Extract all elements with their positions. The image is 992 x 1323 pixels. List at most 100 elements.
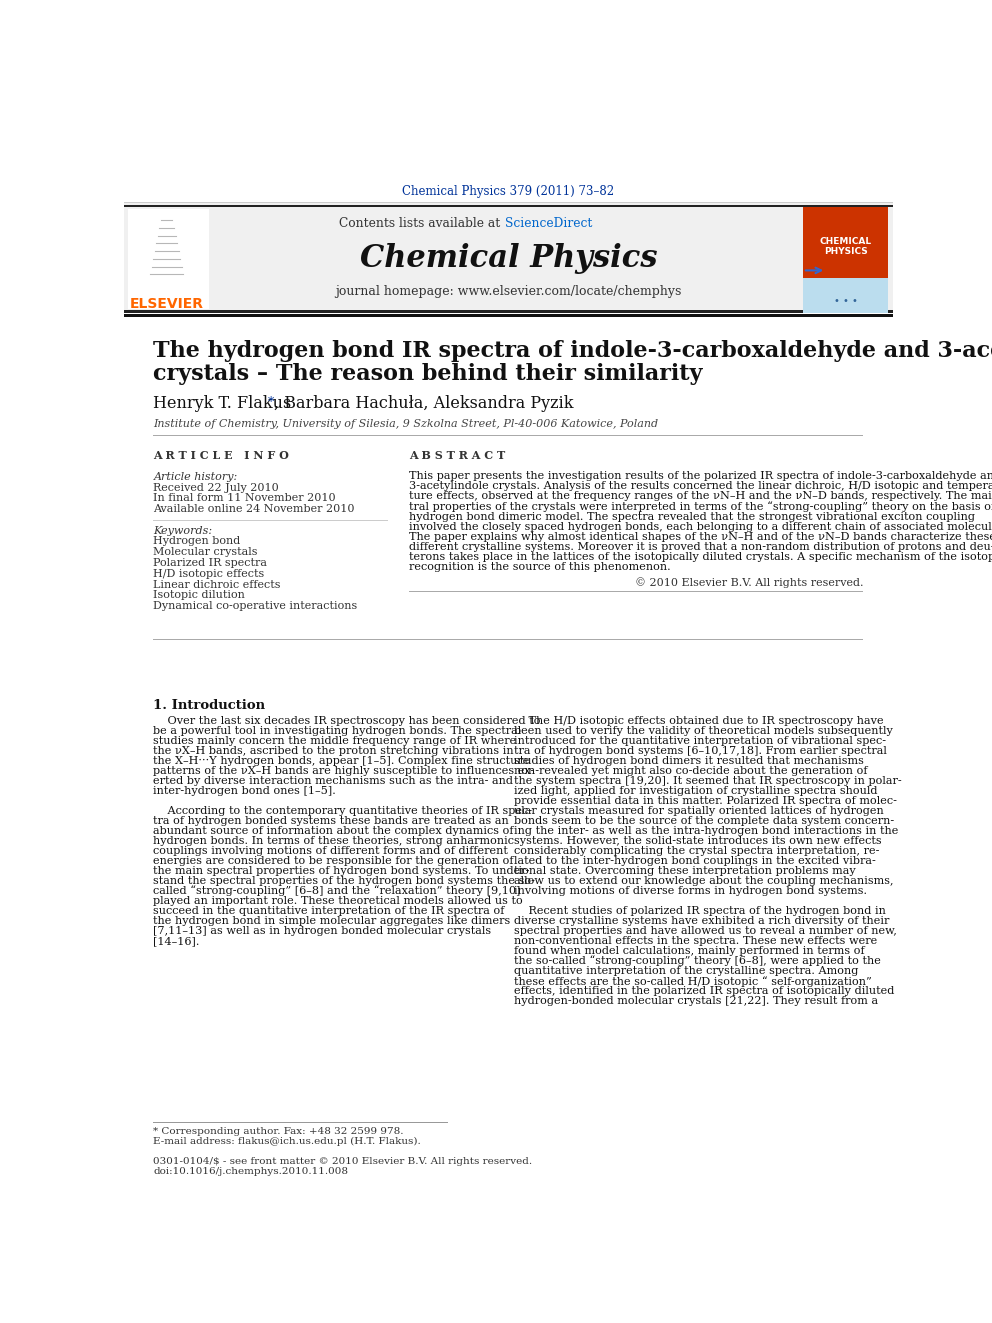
Text: provide essential data in this matter. Polarized IR spectra of molec-: provide essential data in this matter. P… bbox=[514, 796, 897, 806]
Text: stand the spectral properties of the hydrogen bond systems the so-: stand the spectral properties of the hyd… bbox=[154, 876, 536, 886]
Text: involving motions of diverse forms in hydrogen bond systems.: involving motions of diverse forms in hy… bbox=[514, 886, 867, 896]
Text: A B S T R A C T: A B S T R A C T bbox=[409, 450, 506, 462]
Text: © 2010 Elsevier B.V. All rights reserved.: © 2010 Elsevier B.V. All rights reserved… bbox=[635, 577, 863, 587]
Text: PHYSICS: PHYSICS bbox=[823, 246, 867, 255]
Text: Molecular crystals: Molecular crystals bbox=[154, 548, 258, 557]
Text: Available online 24 November 2010: Available online 24 November 2010 bbox=[154, 504, 355, 515]
Text: quantitative interpretation of the crystalline spectra. Among: quantitative interpretation of the cryst… bbox=[514, 966, 858, 976]
Text: lated to the inter-hydrogen bond couplings in the excited vibra-: lated to the inter-hydrogen bond couplin… bbox=[514, 856, 876, 867]
Bar bbox=[124, 311, 893, 312]
Text: tral properties of the crystals were interpreted in terms of the “strong-couplin: tral properties of the crystals were int… bbox=[409, 501, 992, 512]
Text: introduced for the quantitative interpretation of vibrational spec-: introduced for the quantitative interpre… bbox=[514, 736, 886, 746]
Text: Over the last six decades IR spectroscopy has been considered to: Over the last six decades IR spectroscop… bbox=[154, 716, 541, 726]
Text: considerably complicating the crystal spectra interpretation, re-: considerably complicating the crystal sp… bbox=[514, 845, 879, 856]
Text: A R T I C L E   I N F O: A R T I C L E I N F O bbox=[154, 450, 290, 462]
Text: Keywords:: Keywords: bbox=[154, 525, 212, 536]
Text: H/D isotopic effects: H/D isotopic effects bbox=[154, 569, 265, 578]
Text: these effects are the so-called H/D isotopic “ self-organization”: these effects are the so-called H/D isot… bbox=[514, 976, 872, 987]
Text: the νX–H bands, ascribed to the proton stretching vibrations in: the νX–H bands, ascribed to the proton s… bbox=[154, 746, 514, 755]
Text: doi:10.1016/j.chemphys.2010.11.008: doi:10.1016/j.chemphys.2010.11.008 bbox=[154, 1167, 348, 1176]
Text: crystals – The reason behind their similarity: crystals – The reason behind their simil… bbox=[154, 364, 703, 385]
Text: Contents lists available at: Contents lists available at bbox=[338, 217, 504, 230]
Text: ing the inter- as well as the intra-hydrogen bond interactions in the: ing the inter- as well as the intra-hydr… bbox=[514, 826, 898, 836]
Text: tra of hydrogen bond systems [6–10,17,18]. From earlier spectral: tra of hydrogen bond systems [6–10,17,18… bbox=[514, 746, 887, 755]
Bar bbox=[803, 278, 888, 312]
Text: systems. However, the solid-state introduces its own new effects: systems. However, the solid-state introd… bbox=[514, 836, 882, 845]
Text: recognition is the source of this phenomenon.: recognition is the source of this phenom… bbox=[409, 562, 671, 573]
Text: energies are considered to be responsible for the generation of: energies are considered to be responsibl… bbox=[154, 856, 514, 867]
Bar bbox=[803, 208, 888, 278]
Text: The H/D isotopic effects obtained due to IR spectroscopy have: The H/D isotopic effects obtained due to… bbox=[514, 716, 884, 726]
Text: According to the contemporary quantitative theories of IR spec-: According to the contemporary quantitati… bbox=[154, 806, 533, 816]
Bar bbox=[128, 209, 209, 308]
Text: effects, identified in the polarized IR spectra of isotopically diluted: effects, identified in the polarized IR … bbox=[514, 986, 894, 996]
Text: allow us to extend our knowledge about the coupling mechanisms,: allow us to extend our knowledge about t… bbox=[514, 876, 894, 886]
Text: patterns of the νX–H bands are highly susceptible to influences ex-: patterns of the νX–H bands are highly su… bbox=[154, 766, 535, 775]
Text: the main spectral properties of hydrogen bond systems. To under-: the main spectral properties of hydrogen… bbox=[154, 867, 530, 876]
Text: 1. Introduction: 1. Introduction bbox=[154, 699, 266, 712]
Text: Chemical Physics 379 (2011) 73–82: Chemical Physics 379 (2011) 73–82 bbox=[403, 185, 614, 197]
Text: ized light, applied for investigation of crystalline spectra should: ized light, applied for investigation of… bbox=[514, 786, 877, 796]
Text: couplings involving motions of different forms and of different: couplings involving motions of different… bbox=[154, 845, 508, 856]
Text: called “strong-coupling” [6–8] and the “relaxation” theory [9,10]: called “strong-coupling” [6–8] and the “… bbox=[154, 885, 521, 897]
Text: be a powerful tool in investigating hydrogen bonds. The spectral: be a powerful tool in investigating hydr… bbox=[154, 726, 522, 736]
Text: In final form 11 November 2010: In final form 11 November 2010 bbox=[154, 493, 336, 503]
Text: Dynamical co-operative interactions: Dynamical co-operative interactions bbox=[154, 601, 358, 611]
Text: spectral properties and have allowed us to reveal a number of new,: spectral properties and have allowed us … bbox=[514, 926, 897, 937]
Text: played an important role. These theoretical models allowed us to: played an important role. These theoreti… bbox=[154, 896, 523, 906]
Text: journal homepage: www.elsevier.com/locate/chemphys: journal homepage: www.elsevier.com/locat… bbox=[335, 284, 682, 298]
Text: the hydrogen bond in simple molecular aggregates like dimers: the hydrogen bond in simple molecular ag… bbox=[154, 916, 511, 926]
Text: hydrogen bonds. In terms of these theories, strong anharmonic: hydrogen bonds. In terms of these theori… bbox=[154, 836, 515, 845]
Text: studies mainly concern the middle frequency range of IR where: studies mainly concern the middle freque… bbox=[154, 736, 517, 746]
Text: Received 22 July 2010: Received 22 July 2010 bbox=[154, 483, 279, 492]
Text: ScienceDirect: ScienceDirect bbox=[505, 217, 592, 230]
Text: abundant source of information about the complex dynamics of: abundant source of information about the… bbox=[154, 826, 514, 836]
Text: inter-hydrogen bond ones [1–5].: inter-hydrogen bond ones [1–5]. bbox=[154, 786, 336, 796]
Text: *: * bbox=[268, 396, 275, 409]
Text: non-revealed yet might also co-decide about the generation of: non-revealed yet might also co-decide ab… bbox=[514, 766, 867, 775]
Text: The paper explains why almost identical shapes of the νN–H and of the νN–D bands: The paper explains why almost identical … bbox=[409, 532, 992, 542]
Text: found when model calculations, mainly performed in terms of: found when model calculations, mainly pe… bbox=[514, 946, 864, 957]
Text: non-conventional effects in the spectra. These new effects were: non-conventional effects in the spectra.… bbox=[514, 937, 877, 946]
Text: terons takes place in the lattices of the isotopically diluted crystals. A speci: terons takes place in the lattices of th… bbox=[409, 552, 992, 562]
Text: ELSEVIER: ELSEVIER bbox=[130, 296, 203, 311]
Text: the so-called “strong-coupling” theory [6–8], were applied to the: the so-called “strong-coupling” theory [… bbox=[514, 955, 881, 967]
Text: ular crystals measured for spatially oriented lattices of hydrogen: ular crystals measured for spatially ori… bbox=[514, 806, 884, 816]
Bar bbox=[124, 314, 893, 318]
Text: Polarized IR spectra: Polarized IR spectra bbox=[154, 558, 268, 568]
Text: Chemical Physics: Chemical Physics bbox=[360, 243, 657, 274]
Text: Henryk T. Flakus: Henryk T. Flakus bbox=[154, 396, 297, 413]
Text: involved the closely spaced hydrogen bonds, each belonging to a different chain : involved the closely spaced hydrogen bon… bbox=[409, 521, 992, 532]
Text: succeed in the quantitative interpretation of the IR spectra of: succeed in the quantitative interpretati… bbox=[154, 906, 505, 916]
Text: erted by diverse interaction mechanisms such as the intra- and: erted by diverse interaction mechanisms … bbox=[154, 775, 514, 786]
Text: Institute of Chemistry, University of Silesia, 9 Szkolna Street, Pl-40-006 Katow: Institute of Chemistry, University of Si… bbox=[154, 418, 659, 429]
Text: Linear dichroic effects: Linear dichroic effects bbox=[154, 579, 281, 590]
Text: • • •: • • • bbox=[833, 296, 857, 306]
Text: Article history:: Article history: bbox=[154, 472, 238, 482]
Text: CHEMICAL: CHEMICAL bbox=[819, 237, 872, 246]
Text: 3-acetylindole crystals. Analysis of the results concerned the linear dichroic, : 3-acetylindole crystals. Analysis of the… bbox=[409, 482, 992, 491]
Text: hydrogen-bonded molecular crystals [21,22]. They result from a: hydrogen-bonded molecular crystals [21,2… bbox=[514, 996, 878, 1005]
Text: Recent studies of polarized IR spectra of the hydrogen bond in: Recent studies of polarized IR spectra o… bbox=[514, 906, 886, 916]
Text: Hydrogen bond: Hydrogen bond bbox=[154, 536, 241, 546]
Text: The hydrogen bond IR spectra of indole-3-carboxaldehyde and 3-acetylindole: The hydrogen bond IR spectra of indole-3… bbox=[154, 340, 992, 363]
Text: the X–H···Y hydrogen bonds, appear [1–5]. Complex fine structure: the X–H···Y hydrogen bonds, appear [1–5]… bbox=[154, 755, 530, 766]
Text: diverse crystalline systems have exhibited a rich diversity of their: diverse crystalline systems have exhibit… bbox=[514, 916, 889, 926]
Bar bbox=[124, 202, 893, 312]
Text: tional state. Overcoming these interpretation problems may: tional state. Overcoming these interpret… bbox=[514, 867, 855, 876]
Text: [7,11–13] as well as in hydrogen bonded molecular crystals: [7,11–13] as well as in hydrogen bonded … bbox=[154, 926, 492, 937]
Text: E-mail address: flakus@ich.us.edu.pl (H.T. Flakus).: E-mail address: flakus@ich.us.edu.pl (H.… bbox=[154, 1136, 422, 1146]
Text: 0301-0104/$ - see front matter © 2010 Elsevier B.V. All rights reserved.: 0301-0104/$ - see front matter © 2010 El… bbox=[154, 1156, 533, 1166]
Text: Isotopic dilution: Isotopic dilution bbox=[154, 590, 245, 601]
Bar bbox=[124, 205, 893, 208]
Text: the system spectra [19,20]. It seemed that IR spectroscopy in polar-: the system spectra [19,20]. It seemed th… bbox=[514, 775, 902, 786]
Text: ture effects, observed at the frequency ranges of the νN–H and the νN–D bands, r: ture effects, observed at the frequency … bbox=[409, 491, 992, 501]
Text: hydrogen bond dimeric model. The spectra revealed that the strongest vibrational: hydrogen bond dimeric model. The spectra… bbox=[409, 512, 975, 521]
Text: * Corresponding author. Fax: +48 32 2599 978.: * Corresponding author. Fax: +48 32 2599… bbox=[154, 1127, 404, 1135]
Text: studies of hydrogen bond dimers it resulted that mechanisms: studies of hydrogen bond dimers it resul… bbox=[514, 755, 864, 766]
Text: different crystalline systems. Moreover it is proved that a non-random distribut: different crystalline systems. Moreover … bbox=[409, 542, 992, 552]
Text: This paper presents the investigation results of the polarized IR spectra of ind: This paper presents the investigation re… bbox=[409, 471, 992, 482]
Text: tra of hydrogen bonded systems these bands are treated as an: tra of hydrogen bonded systems these ban… bbox=[154, 816, 509, 826]
Text: bonds seem to be the source of the complete data system concern-: bonds seem to be the source of the compl… bbox=[514, 816, 894, 826]
Text: been used to verify the validity of theoretical models subsequently: been used to verify the validity of theo… bbox=[514, 726, 893, 736]
